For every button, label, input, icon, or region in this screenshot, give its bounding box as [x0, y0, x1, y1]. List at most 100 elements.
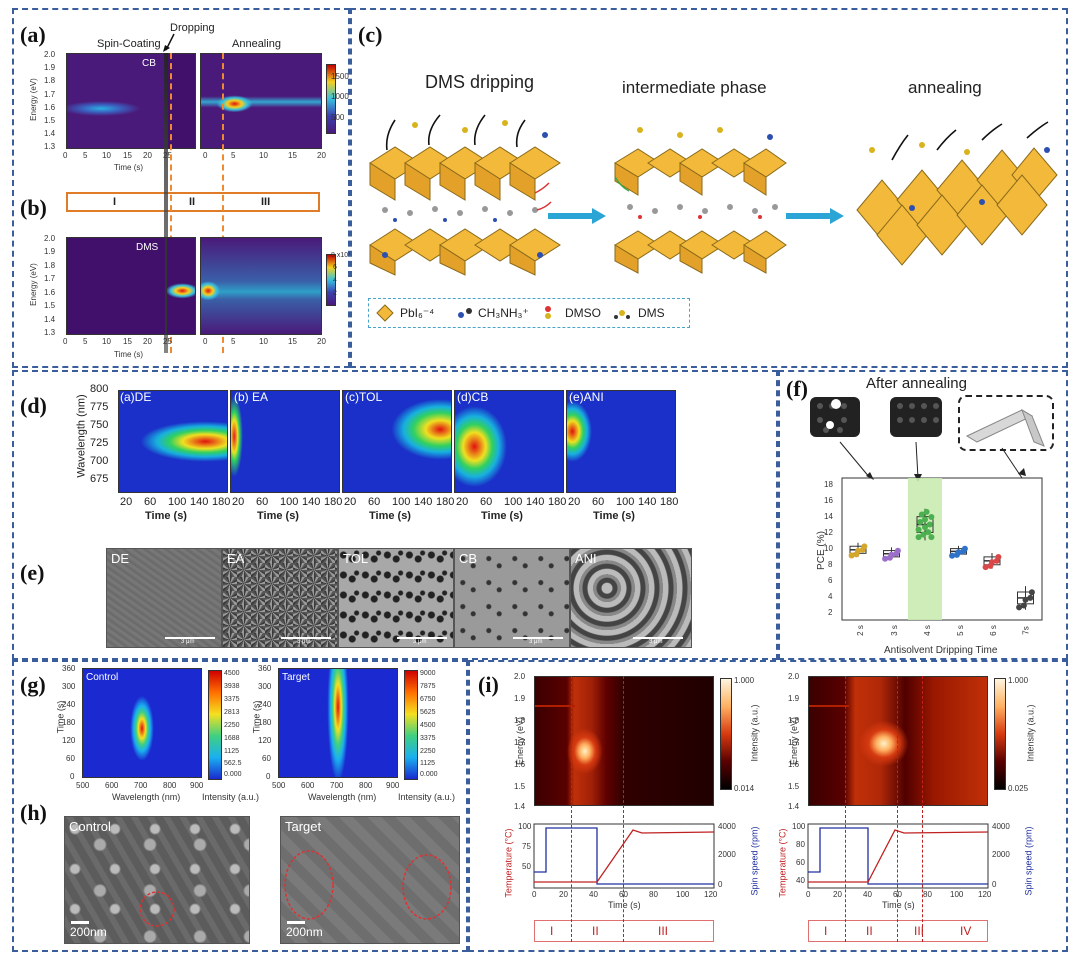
label-annealing: Annealing: [232, 38, 281, 50]
crystal-icon-3-frame: [958, 395, 1054, 451]
ylabel-a: Energy (eV): [28, 78, 38, 121]
tag-d-de: (a)DE: [120, 390, 152, 404]
pce-point-2-6: [925, 529, 932, 536]
sem-tag-ea: EA: [227, 551, 245, 566]
arrow-c-1: [548, 208, 606, 224]
i-left-frame: [533, 823, 715, 889]
sem-h-tag-target: Target: [285, 819, 322, 834]
dash-i-left-1: [571, 676, 572, 942]
xlabel-g-control: Wavelength (nm): [112, 792, 181, 802]
xticks-a-left: 0 5 10 15 20 25: [63, 151, 172, 160]
yticks-b: 2.0 1.9 1.8 1.7 1.6 1.5 1.4 1.3: [44, 234, 56, 337]
phase-bar: [66, 192, 320, 212]
cbar-b-2: 2: [333, 290, 337, 297]
heatmap-b-drop: [166, 237, 196, 335]
scalebar-ani: [633, 637, 683, 639]
sem-ani: ANI 3 μm: [570, 548, 692, 648]
panel-label-a: (a): [20, 22, 46, 47]
sem-ea: EA 3 μm: [222, 548, 338, 648]
xticks-g-target: 500 600 700 800 900: [272, 781, 400, 790]
sem-tag-cb: CB: [459, 551, 478, 566]
xlabel-a: Time (s): [114, 163, 144, 172]
xlabel-d-1: Time (s): [145, 510, 187, 522]
yticks-g-target: 360 300 240 180 120 60 0: [258, 664, 272, 781]
title-after-annealing: After annealing: [866, 375, 967, 392]
scalebar-tol: [397, 637, 447, 639]
panel-label-h: (h): [20, 800, 47, 825]
heatmap-i-right: [808, 676, 988, 806]
legend-dmso-icon: [545, 306, 551, 319]
sem-cb: CB 3 μm: [454, 548, 570, 648]
cbar-a-1000: 1000: [331, 92, 349, 101]
temp-label-i-right: Temperature (°C): [777, 828, 788, 898]
pce-point-5-4: [1027, 594, 1034, 601]
temp-ticks-i-left: 100 75 50: [518, 822, 532, 871]
pce-point-2-2: [928, 513, 935, 520]
xlabel-d-5: Time (s): [593, 510, 635, 522]
phase-i-left-II: II: [592, 924, 599, 938]
panel-label-d: (d): [20, 393, 47, 418]
heatmap-a-anneal: [200, 53, 322, 149]
scalebar-cb: [513, 637, 563, 639]
title-dms-dripping: DMS dripping: [425, 72, 535, 92]
pce-point-5-1: [1022, 596, 1029, 603]
heatmap-d-cb: [454, 390, 564, 493]
pce-point-2-3: [920, 531, 927, 538]
phase-III: III: [261, 196, 271, 208]
crystal-icon-2: [890, 397, 942, 437]
panel-label-i: (i): [478, 672, 499, 697]
cbar-b-4: 4: [333, 277, 337, 284]
cbar-b-6: 6: [333, 264, 337, 271]
heatmap-b-spin: [66, 237, 166, 335]
dropping-line: [164, 53, 168, 353]
ylabel-d: Wavelength (nm): [75, 394, 88, 478]
speed-ticks-i-right: 4000 2000 0: [992, 822, 1010, 889]
illustration-intermediate: [614, 127, 787, 274]
xticks-d-5: 20 60 100 140 180: [568, 496, 679, 508]
xticks-b-right: 0 5 10 15 20: [203, 337, 326, 346]
pce-point-4-4: [993, 557, 1000, 564]
panel-label-g: (g): [20, 672, 46, 697]
pce-highlight-4s: [908, 478, 942, 620]
pointer-arrows-f: [839, 441, 1026, 482]
sem-de: DE 3 μm: [106, 548, 222, 648]
panel-f: [778, 370, 1068, 660]
arrow-c-2: [786, 208, 844, 224]
heatmap-g-control: [82, 668, 202, 778]
pce-point-0-3: [853, 551, 860, 558]
xlabel-f: Antisolvent Dripping Time: [884, 645, 998, 656]
cbar-b-8: 8 x10³: [331, 252, 351, 259]
scale-text-h-control: 200nm: [70, 925, 107, 939]
colorbar-i-left: [720, 678, 732, 790]
title-intermediate: intermediate phase: [622, 78, 767, 97]
cbar-i-right-min: 0.025: [1008, 784, 1029, 793]
highlight-circle-control: [139, 891, 175, 927]
pce-point-2-0: [915, 534, 922, 541]
pce-point-5-2: [1028, 589, 1035, 596]
tag-d-ea: (b) EA: [234, 390, 269, 404]
heatmap-a-spin: [66, 53, 166, 149]
xlabel-b: Time (s): [114, 350, 144, 359]
tag-g-control: Control: [86, 672, 119, 683]
phase-i-right-II: II: [866, 924, 873, 938]
scale-text-cb: 3 μm: [529, 639, 543, 645]
speed-label-i-right: Spin speed (rpm): [1023, 826, 1034, 896]
cbar-i-right-max: 1.000: [1008, 676, 1029, 685]
illustration-annealing: [856, 121, 1058, 266]
yticks-a: 2.0 1.9 1.8 1.7 1.6 1.5 1.4 1.3: [44, 50, 56, 151]
pce-point-1-4: [893, 550, 900, 557]
pce-box-chart: [841, 477, 1043, 621]
highlight-circle-target-1: [284, 850, 334, 920]
crystal-icon-3: [965, 408, 1045, 447]
scalebar-h-control: [71, 921, 89, 924]
cbar-label-g-target: Intensity (a.u.): [398, 792, 456, 802]
xlabel-i-left: Time (s): [608, 900, 641, 910]
heatmap-b-anneal: [200, 237, 322, 335]
temperature-speed-chart-right: [807, 823, 989, 889]
legend-ma: CH₃NH₃⁺: [478, 306, 529, 320]
heatmap-d-de: [118, 390, 228, 493]
legend-ma-icon: [458, 308, 472, 318]
heatmap-d-ani: [566, 390, 676, 493]
yticks-d: 800 775 750 725 700 675: [90, 383, 109, 485]
dash-i-right-3: [922, 676, 923, 942]
